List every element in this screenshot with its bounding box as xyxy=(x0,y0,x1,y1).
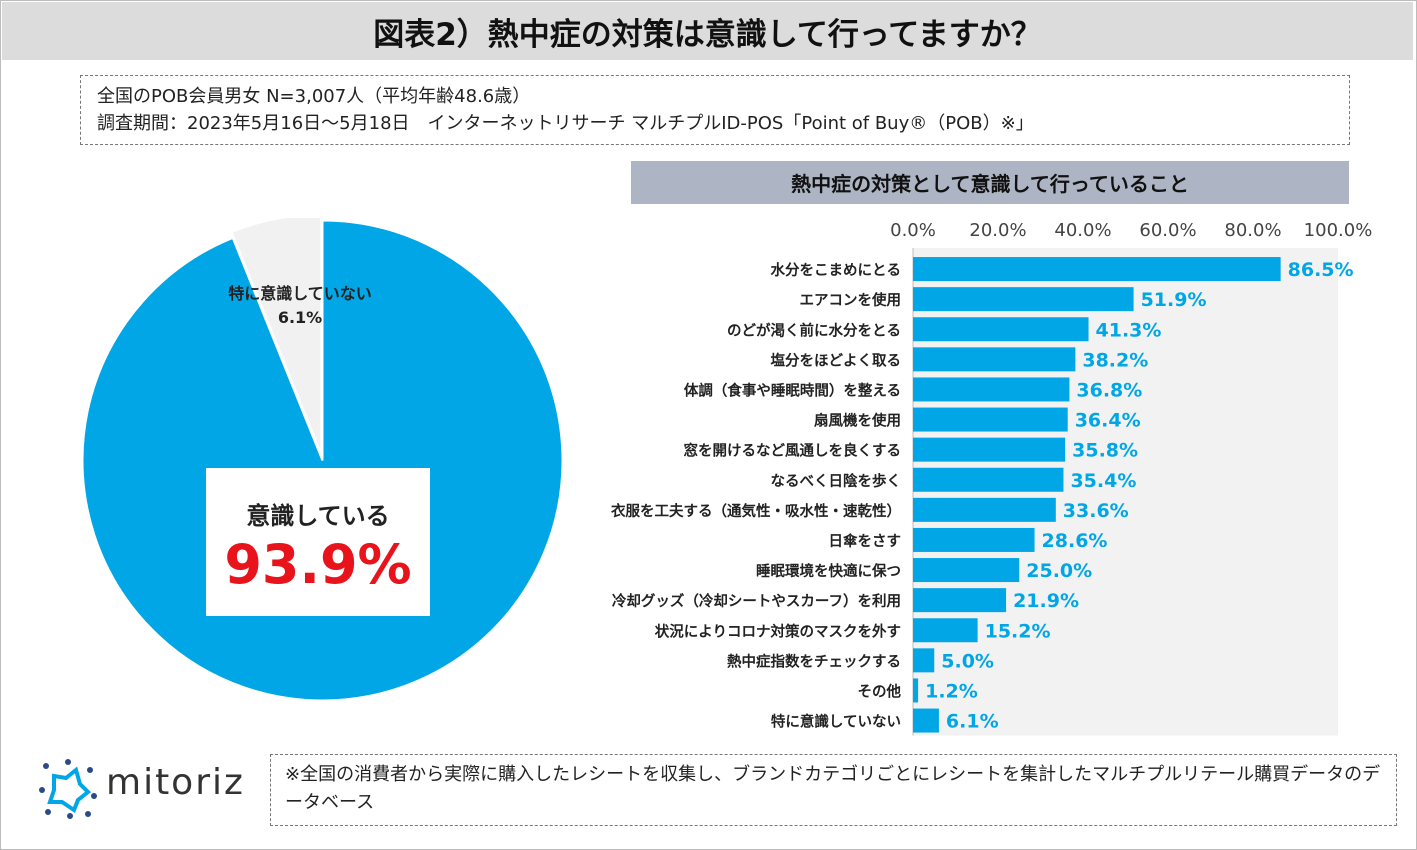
bar-value-label: 1.2% xyxy=(925,680,978,702)
category-label: その他 xyxy=(858,682,902,700)
pie-chart-svg xyxy=(81,213,564,702)
bar xyxy=(913,618,978,643)
pie-label-not-aware: 特に意識していない 6.1% xyxy=(200,282,400,330)
bar-value-label: 35.4% xyxy=(1070,470,1136,492)
bar xyxy=(913,287,1134,312)
bar-value-label: 36.4% xyxy=(1075,410,1141,432)
bar xyxy=(913,527,1035,552)
survey-line-2: 調査期間：2023年5月16日～5月18日 インターネットリサーチ マルチプルI… xyxy=(97,113,1034,134)
x-tick-label: 40.0% xyxy=(1054,220,1111,241)
bar xyxy=(913,437,1066,462)
bar-chart-title: 熱中症の対策として意識して行っていること xyxy=(631,161,1349,204)
logo-mark-icon xyxy=(39,759,97,819)
bar-value-label: 36.8% xyxy=(1076,379,1142,401)
bar xyxy=(913,588,1007,613)
bar-value-label: 5.0% xyxy=(941,650,994,672)
bar xyxy=(913,257,1281,282)
bar-value-label: 33.6% xyxy=(1063,500,1129,522)
bar-value-label: 28.6% xyxy=(1042,530,1108,552)
pie-aware-value: 93.9% xyxy=(224,533,412,596)
bar-value-label: 35.8% xyxy=(1072,440,1138,462)
bar-value-label: 6.1% xyxy=(946,711,999,733)
footer-note: ※全国の消費者から実際に購入したレシートを収集し、ブランドカテゴリごとにレシート… xyxy=(270,754,1397,826)
category-label: 特に意識していない xyxy=(771,713,901,731)
category-label: 冷却グッズ（冷却シートやスカーフ）を利用 xyxy=(612,592,901,610)
pie-chart xyxy=(80,213,565,703)
category-label: 水分をこまめにとる xyxy=(771,261,902,279)
logo-text: mitoriz xyxy=(106,762,245,803)
x-tick-label: 100.0% xyxy=(1304,220,1373,241)
category-label: 熱中症指数をチェックする xyxy=(727,652,901,670)
bar-value-label: 41.3% xyxy=(1096,319,1162,341)
bar-value-label: 51.9% xyxy=(1141,289,1207,311)
category-label: 状況によりコロナ対策のマスクを外す xyxy=(655,622,901,640)
category-label: エアコンを使用 xyxy=(800,291,902,309)
bar-chart: 0.0% 20.0% 40.0% 60.0% 80.0% 100.0% 水分をこまめにとる 8… xyxy=(611,220,1373,736)
x-tick-label: 0.0% xyxy=(890,220,936,241)
category-label: なるべく日陰を歩く xyxy=(771,472,902,490)
bar xyxy=(913,467,1064,492)
x-tick-label: 80.0% xyxy=(1224,220,1281,241)
category-label: 体調（食事や睡眠時間）を整える xyxy=(684,381,901,399)
x-tick-label: 20.0% xyxy=(969,220,1026,241)
survey-info-box: 全国のPOB会員男女 N=3,007人（平均年齢48.6歳） 調査期間：2023… xyxy=(80,75,1350,145)
pie-not-aware-label: 特に意識していない xyxy=(228,284,372,303)
bar xyxy=(913,648,935,673)
pie-slice-aware xyxy=(81,219,564,702)
category-label: 日傘をさす xyxy=(829,532,902,550)
bar-value-label: 21.9% xyxy=(1013,590,1079,612)
pie-aware-callout: 意識している 93.9% xyxy=(206,468,430,616)
bar-value-label: 15.2% xyxy=(985,620,1051,642)
bar xyxy=(913,377,1070,402)
bar xyxy=(913,678,919,703)
category-label: 衣服を工夫する（通気性・吸水性・速乾性） xyxy=(611,502,901,520)
pie-not-aware-value: 6.1% xyxy=(277,308,323,327)
category-label: のどが渇く前に水分をとる xyxy=(727,321,901,339)
bar xyxy=(913,317,1089,342)
category-label: 睡眠環境を快適に保つ xyxy=(756,562,901,580)
bar-value-label: 86.5% xyxy=(1288,259,1354,281)
mitoriz-logo: mitoriz xyxy=(36,756,256,819)
bar xyxy=(913,558,1020,583)
bar-value-label: 38.2% xyxy=(1082,349,1148,371)
category-label: 窓を開けるなど風通しを良くする xyxy=(684,442,902,460)
figure-title: 図表2）熱中症の対策は意識して行ってますか？ xyxy=(2,2,1413,60)
bar xyxy=(913,407,1068,432)
bar-value-label: 25.0% xyxy=(1026,560,1092,582)
x-tick-label: 60.0% xyxy=(1139,220,1196,241)
survey-line-1: 全国のPOB会員男女 N=3,007人（平均年齢48.6歳） xyxy=(97,86,531,107)
bar xyxy=(913,497,1056,522)
pie-aware-label: 意識している xyxy=(246,502,390,530)
bar xyxy=(913,347,1076,372)
category-label: 扇風機を使用 xyxy=(814,412,901,430)
bar xyxy=(913,708,939,733)
category-label: 塩分をほどよく取る xyxy=(771,351,902,369)
